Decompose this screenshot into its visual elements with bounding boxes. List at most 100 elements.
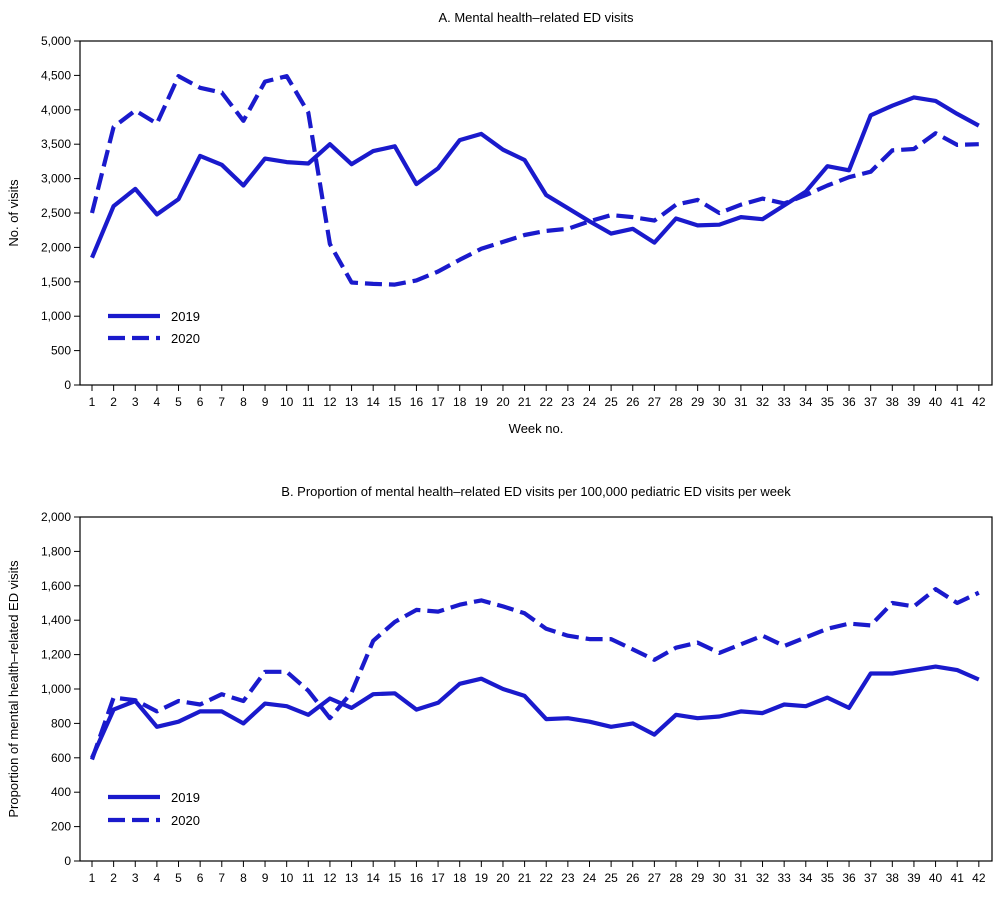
chart-b-x-tick-label: 2 bbox=[110, 871, 117, 885]
chart-a-x-tick-label: 33 bbox=[777, 395, 791, 409]
chart-a-x-tick-label: 13 bbox=[345, 395, 359, 409]
chart-a-x-tick-label: 41 bbox=[951, 395, 965, 409]
chart-b-x-tick-label: 11 bbox=[302, 871, 315, 885]
chart-a-x-tick-label: 24 bbox=[583, 395, 597, 409]
chart-a-x-tick-label: 26 bbox=[626, 395, 640, 409]
chart-b-legend-label-2019: 2019 bbox=[171, 790, 200, 805]
chart-a-x-tick-label: 25 bbox=[604, 395, 618, 409]
chart-b-x-tick-label: 13 bbox=[345, 871, 359, 885]
chart-b-x-tick-label: 36 bbox=[842, 871, 856, 885]
chart-a-y-tick-label: 3,000 bbox=[41, 172, 71, 186]
chart-a-x-tick-label: 7 bbox=[218, 395, 225, 409]
chart-b-y-tick-label: 1,800 bbox=[41, 544, 71, 558]
chart-a-x-axis-title: Week no. bbox=[509, 421, 564, 436]
chart-b-series-2020-line bbox=[90, 587, 980, 761]
chart-a-x-tick-label: 37 bbox=[864, 395, 878, 409]
chart-b-x-tick-label: 23 bbox=[561, 871, 575, 885]
chart-a-y-tick-label: 1,000 bbox=[41, 309, 71, 323]
chart-b-plot-frame bbox=[79, 516, 993, 862]
chart-b-y-tick-label: 400 bbox=[51, 785, 71, 799]
chart-a-legend-label-2019: 2019 bbox=[171, 309, 200, 324]
chart-b-x-tick-label: 41 bbox=[951, 871, 965, 885]
chart-b-x-tick-label: 16 bbox=[410, 871, 424, 885]
chart-a-x-tick-label: 36 bbox=[842, 395, 856, 409]
chart-a-x-tick-label: 35 bbox=[821, 395, 835, 409]
chart-a-y-tick-label: 4,000 bbox=[41, 103, 71, 117]
chart-a-y-tick-label: 3,500 bbox=[41, 137, 71, 151]
chart-a-x-tick-label: 9 bbox=[262, 395, 269, 409]
chart-a-series-2019-line bbox=[90, 95, 980, 259]
chart-b-x-tick-label: 18 bbox=[453, 871, 467, 885]
chart-a-x-tick-label: 39 bbox=[907, 395, 921, 409]
chart-b-x-tick-label: 19 bbox=[475, 871, 489, 885]
chart-b-title: B. Proportion of mental health–related E… bbox=[281, 484, 791, 499]
chart-a-x-tick-label: 4 bbox=[154, 395, 161, 409]
chart-b-x-tick-label: 21 bbox=[518, 871, 532, 885]
chart-a-y-tick-label: 500 bbox=[51, 344, 71, 358]
chart-a-x-tick-label: 20 bbox=[496, 395, 510, 409]
chart-a-x-tick-label: 6 bbox=[197, 395, 204, 409]
chart-a-x-tick-label: 12 bbox=[323, 395, 337, 409]
chart-a-x-tick-label: 34 bbox=[799, 395, 813, 409]
chart-b-x-tick-label: 32 bbox=[756, 871, 770, 885]
chart-a-y-tick-label: 5,000 bbox=[41, 34, 71, 48]
chart-a-x-tick-label: 29 bbox=[691, 395, 705, 409]
chart-b-y-tick-label: 1,000 bbox=[41, 682, 71, 696]
chart-b-x-tick-label: 35 bbox=[821, 871, 835, 885]
chart-a-x-tick-label: 2 bbox=[110, 395, 117, 409]
chart-a-y-tick-label: 2,000 bbox=[41, 240, 71, 254]
chart-b-x-tick-label: 14 bbox=[367, 871, 381, 885]
chart-b-x-tick-label: 15 bbox=[388, 871, 402, 885]
chart-b-y-tick-label: 800 bbox=[51, 716, 71, 730]
chart-a-y-axis-title: No. of visits bbox=[6, 179, 21, 247]
chart-a-x-tick-label: 23 bbox=[561, 395, 575, 409]
chart-b-x-tick-label: 24 bbox=[583, 871, 597, 885]
chart-a-x-tick-label: 17 bbox=[431, 395, 445, 409]
chart-b-x-tick-label: 27 bbox=[648, 871, 662, 885]
chart-b-y-tick-label: 0 bbox=[64, 854, 71, 868]
chart-b-y-tick-label: 1,200 bbox=[41, 648, 71, 662]
chart-a-x-tick-label: 15 bbox=[388, 395, 402, 409]
chart-b-y-tick-label: 1,400 bbox=[41, 613, 71, 627]
chart-b-x-tick-label: 37 bbox=[864, 871, 878, 885]
chart-b-x-tick-label: 10 bbox=[280, 871, 294, 885]
chart-b-x-tick-label: 28 bbox=[669, 871, 683, 885]
chart-b-x-tick-label: 9 bbox=[262, 871, 269, 885]
chart-b-x-tick-label: 42 bbox=[972, 871, 986, 885]
chart-b-x-tick-label: 1 bbox=[89, 871, 96, 885]
chart-b-y-tick-label: 200 bbox=[51, 820, 71, 834]
chart-a-plot-frame bbox=[79, 40, 993, 386]
chart-b-x-tick-label: 4 bbox=[154, 871, 161, 885]
chart-a-x-tick-label: 16 bbox=[410, 395, 424, 409]
chart-b-x-tick-label: 30 bbox=[713, 871, 727, 885]
chart-a-x-tick-label: 18 bbox=[453, 395, 467, 409]
chart-a-x-tick-label: 30 bbox=[713, 395, 727, 409]
chart-b-x-tick-label: 38 bbox=[886, 871, 900, 885]
chart-a-x-tick-label: 14 bbox=[367, 395, 381, 409]
chart-a-x-tick-label: 21 bbox=[518, 395, 532, 409]
chart-a-title: A. Mental health–related ED visits bbox=[438, 10, 634, 25]
chart-a-y-tick-label: 4,500 bbox=[41, 68, 71, 82]
chart-b-y-tick-label: 2,000 bbox=[41, 510, 71, 524]
chart-b-x-tick-label: 34 bbox=[799, 871, 813, 885]
chart-b-x-tick-label: 7 bbox=[218, 871, 225, 885]
chart-a-y-tick-label: 2,500 bbox=[41, 206, 71, 220]
chart-b-y-axis-title: Proportion of mental health–related ED v… bbox=[6, 560, 21, 818]
chart-a-x-tick-label: 32 bbox=[756, 395, 770, 409]
chart-a-x-tick-label: 3 bbox=[132, 395, 139, 409]
chart-b-x-tick-label: 26 bbox=[626, 871, 640, 885]
chart-a-x-tick-label: 31 bbox=[734, 395, 748, 409]
chart-a-x-tick-label: 22 bbox=[540, 395, 554, 409]
chart-b-x-tick-label: 29 bbox=[691, 871, 705, 885]
chart-a-x-tick-label: 8 bbox=[240, 395, 247, 409]
chart-a-series-2020-line bbox=[89, 73, 979, 287]
chart-b-series-2019-line bbox=[90, 664, 980, 759]
chart-b-x-tick-label: 25 bbox=[604, 871, 618, 885]
chart-a-x-tick-label: 42 bbox=[972, 395, 986, 409]
chart-b-x-tick-label: 5 bbox=[175, 871, 182, 885]
chart-b-x-tick-label: 40 bbox=[929, 871, 943, 885]
chart-b-x-tick-label: 33 bbox=[777, 871, 791, 885]
chart-a-x-tick-label: 19 bbox=[475, 395, 489, 409]
chart-b-x-tick-label: 39 bbox=[907, 871, 921, 885]
